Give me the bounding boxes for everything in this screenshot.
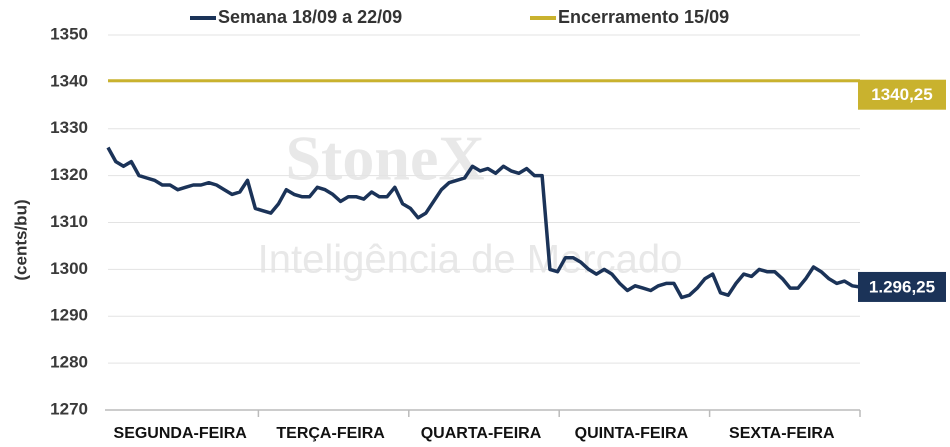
end-label: 1340,25	[858, 79, 946, 110]
end-label-box	[858, 271, 946, 302]
y-tick-label: 1290	[50, 306, 88, 325]
y-tick-label: 1300	[50, 259, 88, 278]
end-label-box	[858, 79, 946, 110]
x-tick-label: QUINTA-FEIRA	[575, 425, 689, 442]
y-tick-label: 1270	[50, 399, 88, 418]
end-label-text: 1340,25	[871, 85, 932, 104]
watermark: StoneX	[285, 123, 484, 194]
y-axis-label: (cents/bu)	[11, 199, 30, 280]
legend-label: Semana 18/09 a 22/09	[218, 7, 402, 27]
end-label-text: 1.296,25	[869, 277, 935, 296]
y-tick-label: 1310	[50, 212, 88, 231]
y-tick-label: 1340	[50, 71, 88, 90]
x-tick-label: QUARTA-FEIRA	[421, 425, 542, 442]
watermark: Inteligência de Mercado	[258, 238, 683, 282]
y-tick-label: 1330	[50, 118, 88, 137]
x-tick-label: SEXTA-FEIRA	[729, 425, 835, 442]
x-tick-label: SEGUNDA-FEIRA	[114, 425, 248, 442]
series-line	[106, 146, 861, 300]
y-tick-label: 1320	[50, 165, 88, 184]
x-tick-label: TERÇA-FEIRA	[276, 425, 385, 442]
y-tick-label: 1280	[50, 353, 88, 372]
y-tick-label: 1350	[50, 24, 88, 43]
end-label: 1.296,25	[858, 271, 946, 302]
legend-label: Encerramento 15/09	[558, 7, 729, 27]
